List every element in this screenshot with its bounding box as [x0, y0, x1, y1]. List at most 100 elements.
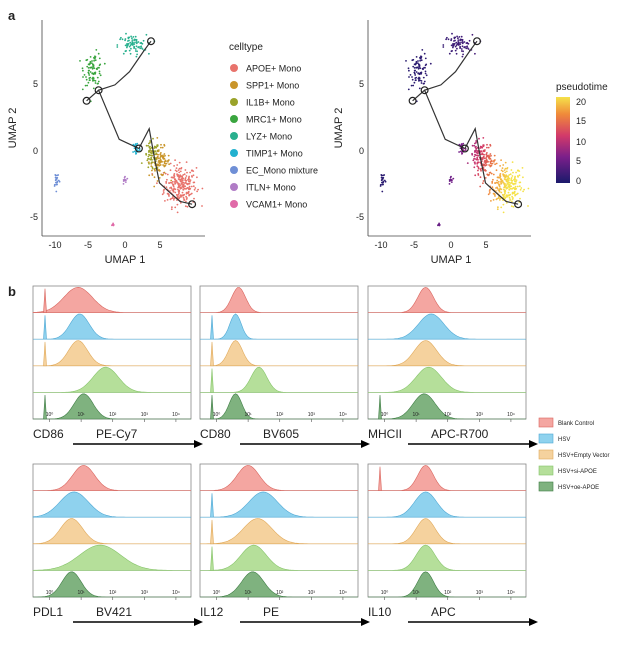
umap-point: [181, 191, 184, 194]
umap-point: [500, 188, 503, 191]
umap-point: [450, 181, 453, 184]
umap-point: [82, 69, 84, 72]
umap-point: [497, 176, 499, 179]
umap-point: [502, 173, 504, 176]
histogram-xtick-label: 10⁰: [46, 412, 54, 418]
histogram-fluor-label: PE-Cy7: [96, 427, 138, 441]
umap-point: [420, 56, 423, 58]
histogram-series: [33, 313, 191, 340]
umap-point: [171, 206, 173, 209]
umap-point: [127, 44, 129, 46]
umap-point: [418, 87, 421, 90]
umap-point: [148, 142, 150, 145]
umap-point: [138, 46, 141, 48]
umap-point: [120, 36, 122, 39]
umap-point: [201, 187, 204, 190]
umap-point: [407, 88, 410, 91]
histogram-arrow-head: [529, 618, 538, 626]
umap-point: [515, 171, 517, 174]
umap-point: [156, 145, 159, 148]
umap-point: [93, 59, 95, 62]
umap-right-ytick: 5: [359, 79, 364, 89]
umap-point: [179, 194, 182, 197]
umap-point: [177, 182, 180, 185]
trajectory-node: [514, 200, 523, 209]
umap-point: [479, 145, 482, 148]
umap-point: [507, 191, 510, 194]
umap-point: [465, 47, 468, 50]
flow-legend-swatch: [538, 481, 554, 492]
umap-point: [445, 38, 447, 41]
umap-point: [175, 179, 178, 182]
umap-point: [179, 202, 182, 204]
umap-point: [497, 197, 500, 200]
umap-point: [97, 80, 100, 83]
umap-point: [424, 57, 427, 60]
umap-point: [467, 42, 470, 45]
umap-point: [458, 143, 461, 146]
umap-point: [147, 166, 150, 169]
umap-point: [473, 166, 476, 169]
umap-point: [178, 161, 181, 164]
umap-point: [94, 56, 97, 58]
umap-point: [500, 169, 503, 172]
umap-point: [518, 185, 521, 188]
umap-point: [482, 145, 485, 148]
histogram-xtick-label: 10¹: [78, 412, 86, 418]
umap-point: [169, 162, 172, 165]
umap-point: [506, 178, 509, 180]
umap-point: [496, 187, 499, 190]
umap-point: [474, 142, 476, 145]
umap-point: [158, 164, 161, 167]
umap-point: [167, 193, 170, 196]
umap-point: [185, 175, 188, 177]
umap-point: [448, 183, 451, 185]
umap-point: [188, 187, 190, 189]
umap-point: [460, 35, 463, 38]
umap-point: [415, 76, 418, 79]
histogram-series: [368, 491, 526, 518]
umap-point: [461, 148, 464, 150]
umap-point: [188, 185, 191, 188]
umap-point: [512, 171, 514, 174]
umap-point: [482, 149, 485, 152]
histogram-xtick-label: 10²: [109, 412, 117, 418]
umap-point: [151, 161, 154, 164]
umap-point: [512, 197, 514, 199]
umap-point: [482, 137, 485, 139]
umap-point: [148, 162, 150, 165]
umap-point: [504, 192, 506, 195]
umap-point: [93, 67, 96, 70]
umap-point: [497, 180, 500, 183]
umap-point: [134, 48, 137, 50]
umap-point: [173, 173, 176, 175]
umap-point: [128, 49, 131, 52]
umap-point: [516, 169, 519, 172]
umap-point: [505, 183, 507, 186]
umap-point: [510, 169, 513, 171]
umap-point: [450, 179, 452, 182]
umap-point: [481, 157, 483, 160]
umap-point: [490, 159, 493, 162]
umap-point: [510, 179, 513, 182]
umap-point: [185, 200, 187, 203]
umap-point: [484, 164, 486, 167]
umap-point: [160, 160, 163, 162]
umap-point: [165, 186, 168, 189]
umap-left-xtick: 0: [122, 240, 127, 250]
umap-point: [124, 50, 127, 53]
umap-point: [153, 185, 156, 188]
umap-point: [169, 181, 172, 184]
umap-point: [182, 185, 185, 188]
umap-point: [415, 66, 418, 69]
histogram-series: [368, 544, 526, 571]
umap-point: [503, 182, 506, 185]
umap-right-xlabel: UMAP 1: [431, 254, 472, 266]
umap-left-ylabel: UMAP 2: [7, 108, 19, 149]
histogram-spike: [210, 315, 214, 340]
umap-point: [184, 181, 187, 184]
umap-point: [95, 49, 98, 51]
umap-point: [490, 200, 492, 202]
umap-point: [482, 180, 485, 182]
umap-point: [92, 72, 95, 75]
